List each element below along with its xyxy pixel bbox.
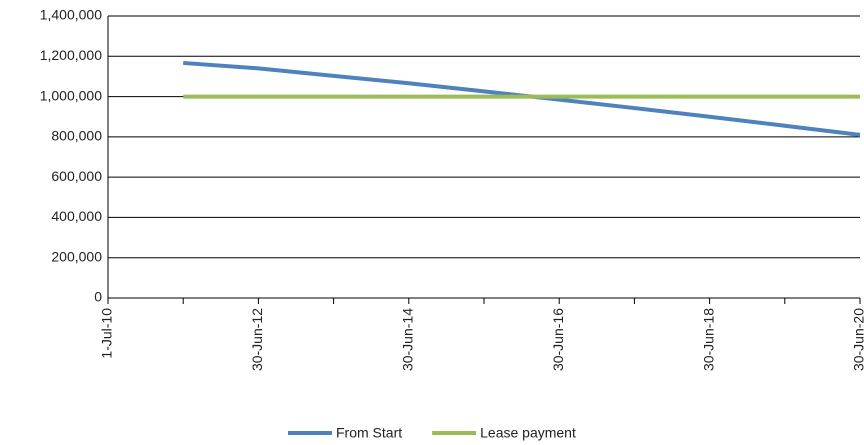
x-tick-label: 1-Jul-10 (99, 308, 115, 359)
y-tick-label: 600,000 (51, 168, 102, 184)
x-tick-label: 30-Jun-12 (249, 308, 265, 371)
x-tick-label: 30-Jun-14 (400, 308, 416, 371)
y-tick-label: 1,200,000 (40, 47, 102, 63)
series-line (183, 60, 861, 137)
legend-label: From Start (336, 425, 402, 441)
y-tick-label: 800,000 (51, 128, 102, 144)
legend-label: Lease payment (480, 425, 576, 441)
x-tick-label: 30-Jun-18 (700, 308, 716, 371)
y-tick-label: 0 (94, 289, 102, 305)
x-tick-label: 30-Jun-16 (550, 308, 566, 371)
y-tick-label: 200,000 (51, 248, 102, 264)
x-tick-label: 30-Jun-20 (851, 308, 864, 371)
y-tick-label: 400,000 (51, 208, 102, 224)
y-tick-label: 1,000,000 (40, 87, 102, 103)
y-tick-label: 1,400,000 (40, 7, 102, 23)
